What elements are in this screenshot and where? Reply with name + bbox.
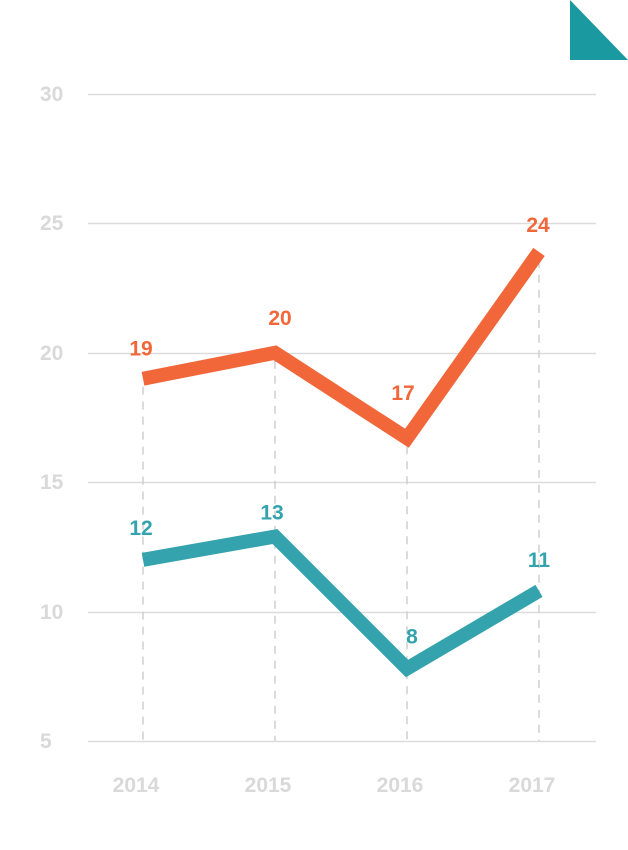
series-line-0 — [141, 247, 545, 448]
x-tick-label: 2014 — [113, 774, 160, 797]
x-tick-label: 2016 — [377, 774, 424, 797]
data-label: 11 — [528, 549, 551, 572]
y-tick-label: 15 — [40, 471, 64, 494]
data-label: 8 — [406, 626, 418, 649]
data-label: 20 — [268, 307, 291, 330]
x-tick-label: 2017 — [509, 774, 556, 797]
grid-lines — [88, 93, 596, 743]
series-lines — [141, 247, 545, 678]
x-tick-label: 2015 — [245, 774, 292, 797]
category-guide-lines — [142, 259, 540, 741]
y-axis-ticks: 5 10 15 20 25 30 — [40, 83, 64, 753]
y-tick-label: 10 — [40, 601, 63, 624]
data-label: 17 — [391, 382, 414, 405]
y-tick-label: 30 — [40, 83, 63, 106]
y-tick-label: 25 — [40, 212, 64, 235]
data-label: 13 — [260, 502, 283, 525]
y-tick-label: 20 — [40, 342, 63, 365]
series-line-1 — [141, 528, 543, 678]
corner-fold-icon — [570, 0, 628, 60]
data-label: 24 — [526, 214, 550, 237]
data-label: 12 — [129, 517, 152, 540]
data-labels: 19 20 17 24 12 13 8 11 — [129, 214, 550, 649]
y-tick-label: 5 — [40, 730, 52, 753]
data-label: 19 — [129, 338, 152, 361]
x-axis-ticks: 2014 2015 2016 2017 — [113, 774, 556, 797]
